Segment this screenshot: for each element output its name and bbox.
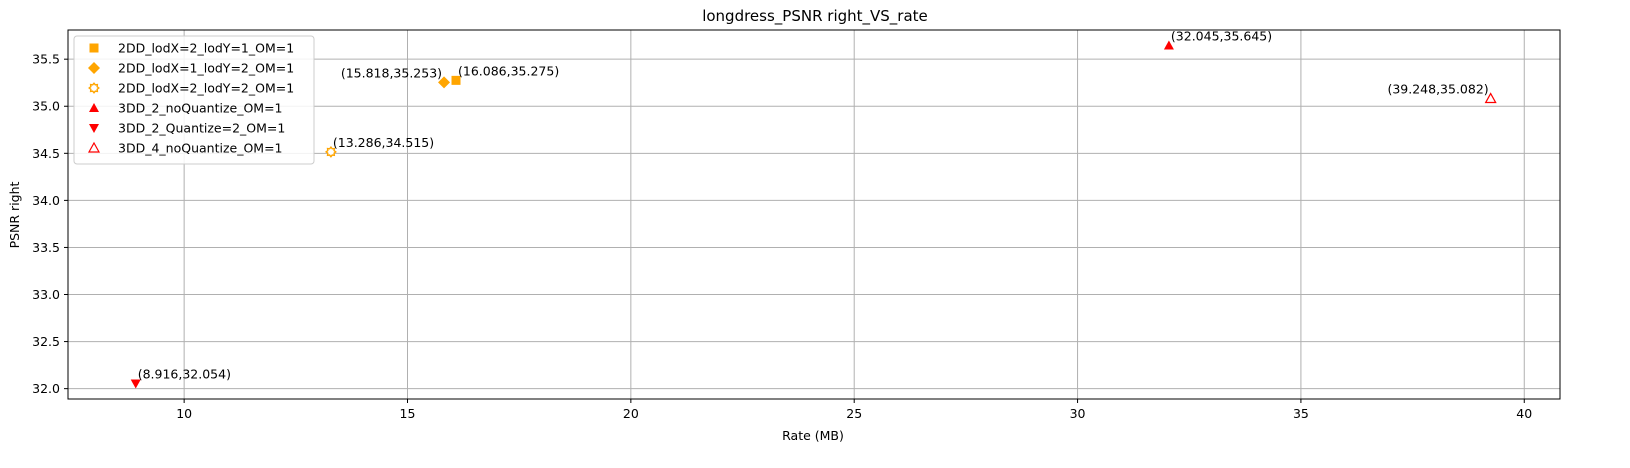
legend-entry-label: 2DD_lodX=2_lodY=2_OM=1 [118,81,294,96]
x-tick-label: 25 [846,406,862,421]
chart-title: longdress_PSNR right_VS_rate [702,7,928,26]
axes: 10 15 20 25 30 35 40 32.0 32.5 33.0 33.5 34.0 34.5 35… [32,29,1561,421]
data-marks [130,40,1497,389]
grid-lines [68,30,1560,399]
data-label: (8.916,32.054) [138,367,231,382]
legend-entry-label: 2DD_lodX=1_lodY=2_OM=1 [118,61,294,76]
x-tick-label: 15 [400,406,416,421]
x-tick-label: 30 [1070,406,1086,421]
data-point [451,75,461,85]
legend-entry-label: 3DD_2_Quantize=2_OM=1 [118,121,285,136]
data-point [438,76,451,89]
y-axis-label: PSNR right [7,181,22,248]
data-label: (13.286,34.515) [333,135,434,150]
data-labels: (16.086,35.275) (15.818,35.253) (13.286,34… [138,29,1489,382]
y-tick-label: 33.5 [32,240,60,255]
x-tick-label: 40 [1516,406,1532,421]
legend-entry-label: 2DD_lodX=2_lodY=1_OM=1 [118,41,294,56]
data-label: (16.086,35.275) [458,63,559,78]
plot-frame [67,29,1561,400]
x-tick-label: 10 [176,406,192,421]
x-tick-label: 35 [1293,406,1309,421]
y-tick-label: 32.0 [32,381,60,396]
y-tick-label: 35.0 [32,99,60,114]
legend-marker [89,103,99,112]
legend-marker [89,124,99,133]
data-point [324,145,337,158]
legend-entry-label: 3DD_4_noQuantize_OM=1 [118,141,283,156]
legend-marker [89,43,99,53]
data-label: (39.248,35.082) [1387,82,1488,97]
legend-box [73,35,315,165]
legend: 2DD_lodX=2_lodY=1_OM=1 2DD_lodX=1_lodY=2_… [73,35,315,165]
x-axis-label: Rate (MB) [782,428,844,443]
data-label: (15.818,35.253) [341,65,442,80]
legend-marker [87,141,101,153]
y-tick-label: 34.5 [32,146,60,161]
y-tick-label: 33.0 [32,287,60,302]
y-tick-label: 35.5 [32,52,60,67]
x-tick-label: 20 [623,406,639,421]
y-tick-label: 34.0 [32,193,60,208]
y-tick-label: 32.5 [32,334,60,349]
data-point [1484,92,1497,104]
legend-marker [88,62,100,74]
data-point [130,379,141,389]
legend-entry-label: 3DD_2_noQuantize_OM=1 [118,101,283,116]
data-label: (32.045,35.645) [1171,29,1272,44]
data-point [1163,40,1174,50]
legend-marker [88,82,100,94]
